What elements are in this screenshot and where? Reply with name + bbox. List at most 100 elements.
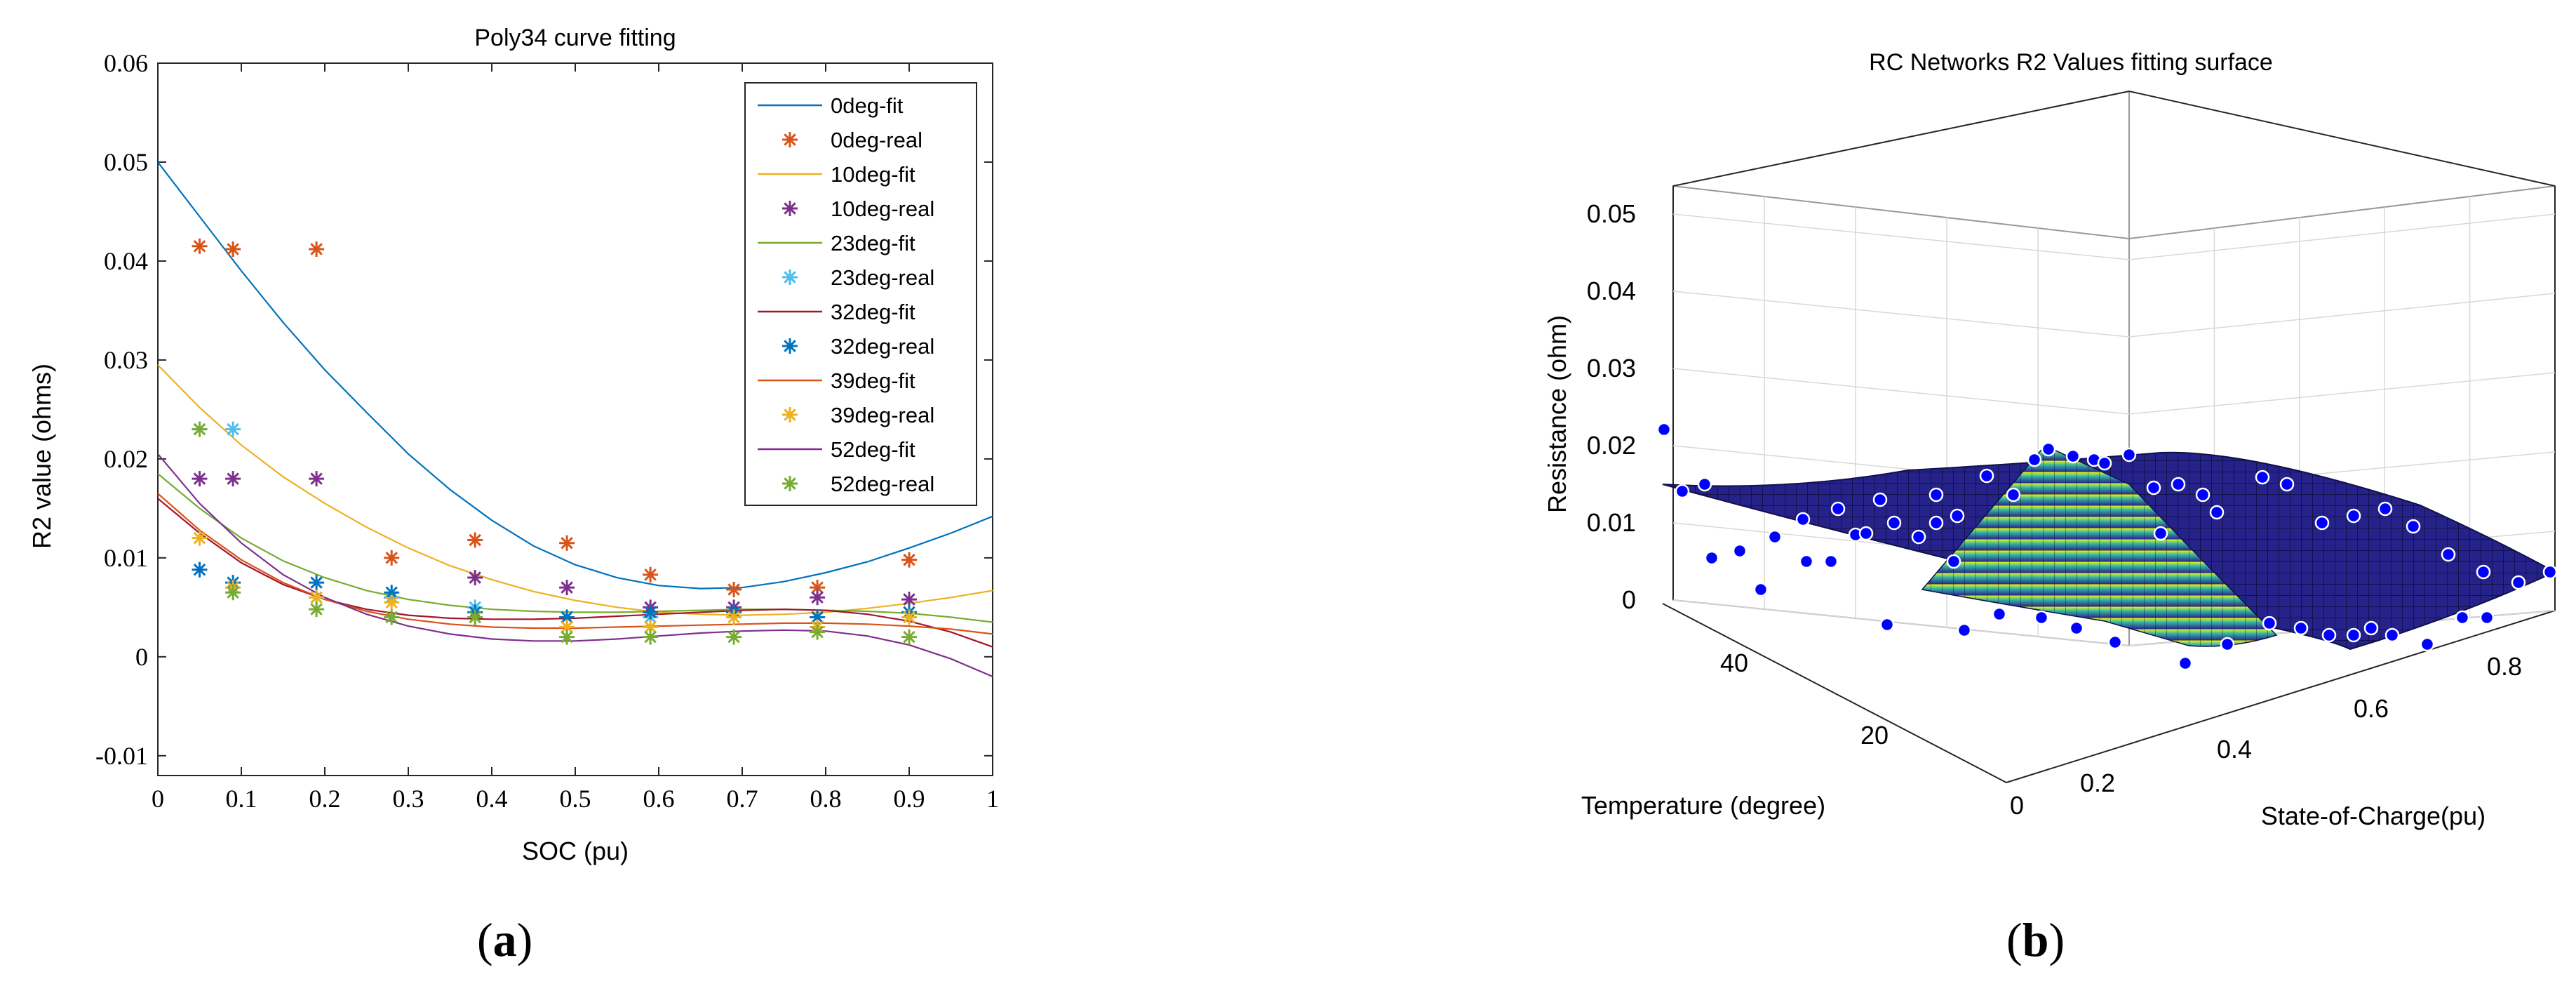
scatter-point bbox=[1957, 623, 1972, 638]
real-point-0deg-real bbox=[726, 581, 742, 597]
legend-entry-0deg-real: 0deg-real bbox=[831, 128, 923, 152]
box-edge bbox=[2128, 91, 2556, 187]
scatter-point bbox=[2406, 519, 2421, 534]
scatter-point bbox=[2220, 637, 2235, 652]
real-point-10deg-real bbox=[192, 471, 208, 487]
y-tick-label: 0.05 bbox=[104, 148, 148, 176]
scatter-point bbox=[1928, 515, 1944, 531]
z-grid bbox=[1672, 599, 2130, 646]
scatter-point bbox=[2178, 656, 2193, 671]
chart-b-scatter-points bbox=[1656, 422, 2558, 671]
real-point-10deg-real bbox=[559, 580, 575, 596]
chart-b-surface bbox=[1662, 445, 2557, 651]
scatter-point bbox=[2420, 637, 2435, 652]
z-grid bbox=[1672, 368, 2130, 415]
fit-line-23deg-fit bbox=[157, 473, 993, 623]
chart-b-axes-box bbox=[1662, 91, 2556, 783]
temp-tick-label: 0 bbox=[2010, 791, 2024, 820]
panel-label-a: (a) bbox=[477, 913, 533, 966]
scatter-point bbox=[2121, 447, 2137, 463]
real-point-52deg-real bbox=[901, 629, 917, 645]
scatter-point bbox=[2384, 627, 2400, 643]
scatter-point bbox=[2476, 564, 2491, 580]
real-point-10deg-real bbox=[467, 570, 483, 586]
scatter-point bbox=[2511, 575, 2526, 590]
scatter-point bbox=[1704, 550, 1719, 566]
scatter-point bbox=[1830, 501, 1846, 517]
scatter-point bbox=[2279, 477, 2295, 492]
temp-tick-label: 40 bbox=[1720, 648, 1748, 677]
fit-line-0deg-fit bbox=[157, 161, 993, 590]
chart-a-ylabel: R2 value (ohms) bbox=[27, 364, 56, 549]
scatter-point bbox=[1950, 508, 1965, 524]
x-tick-label: 0.2 bbox=[309, 785, 341, 813]
y-tick-label: 0.06 bbox=[104, 49, 148, 77]
real-point-52deg-real bbox=[726, 629, 742, 645]
chart-a-legend: 0deg-fit 0deg-real 10deg-fit 10deg-real 23de… bbox=[744, 82, 977, 506]
real-point-52deg-real bbox=[467, 609, 483, 625]
real-point-52deg-real bbox=[810, 624, 826, 640]
legend-entry-23deg-fit: 23deg-fit bbox=[831, 231, 915, 255]
scatter-point bbox=[1656, 422, 1672, 437]
scatter-point bbox=[1795, 512, 1811, 527]
legend-swatch-32deg-real bbox=[782, 338, 798, 354]
chart-a-real-points bbox=[192, 238, 917, 645]
scatter-point bbox=[1911, 529, 1926, 545]
z-grid bbox=[1672, 291, 2130, 338]
z-grid bbox=[2128, 293, 2556, 338]
scatter-point bbox=[1886, 515, 1902, 531]
real-point-23deg-real bbox=[225, 421, 241, 437]
fit-line-39deg-fit bbox=[157, 493, 993, 635]
real-point-52deg-real bbox=[384, 609, 400, 625]
real-point-0deg-real bbox=[901, 552, 917, 568]
legend-entry-52deg-fit: 52deg-fit bbox=[831, 437, 915, 462]
scatter-point bbox=[2262, 616, 2277, 631]
z-tick-label: 0.02 bbox=[1587, 431, 1636, 460]
scatter-point bbox=[2441, 547, 2456, 562]
real-point-32deg-real bbox=[643, 604, 659, 620]
legend-entry-0deg-fit: 0deg-fit bbox=[831, 93, 904, 118]
x-tick-label: 0.9 bbox=[894, 785, 925, 813]
x-tick-label: 0.4 bbox=[476, 785, 508, 813]
real-point-10deg-real bbox=[810, 590, 826, 606]
scatter-point bbox=[1946, 554, 1961, 569]
scatter-point bbox=[1858, 526, 1874, 541]
legend-entry-52deg-real: 52deg-real bbox=[831, 472, 934, 496]
y-tick-label: -0.01 bbox=[95, 742, 148, 770]
fit-line-52deg-fit bbox=[157, 453, 993, 678]
z-grid bbox=[2128, 213, 2556, 260]
scatter-point bbox=[1872, 492, 1888, 507]
real-point-52deg-real bbox=[559, 629, 575, 645]
real-point-32deg-real bbox=[192, 561, 208, 578]
scatter-point bbox=[1697, 477, 1712, 492]
y-tick-label: 0 bbox=[135, 643, 148, 671]
y-tick-label: 0.03 bbox=[104, 346, 148, 374]
scatter-point bbox=[2097, 455, 2112, 471]
z-tick-label: 0 bbox=[1622, 585, 1636, 614]
chart-b-ticks: 0 0.01 0.02 0.03 0.04 0.05 0 20 40 0.2 0.4 0.6 0.8 bbox=[1587, 199, 2522, 820]
fit-line-10deg-fit bbox=[157, 364, 993, 616]
real-point-39deg-real bbox=[559, 619, 575, 635]
scatter-point bbox=[2034, 610, 2049, 625]
legend-swatch-39deg-real bbox=[782, 407, 798, 423]
legend-entry-23deg-real: 23deg-real bbox=[831, 265, 934, 290]
scatter-point bbox=[2209, 505, 2225, 520]
scatter-point bbox=[1823, 554, 1839, 569]
legend-entry-39deg-real: 39deg-real bbox=[831, 403, 934, 427]
box-edge bbox=[1672, 91, 2130, 187]
z-grid bbox=[2128, 372, 2556, 415]
y-tick-label: 0.04 bbox=[104, 247, 148, 275]
x-tick-label: 0.1 bbox=[226, 785, 257, 813]
soc-tick-label: 0.6 bbox=[2354, 694, 2389, 723]
scatter-point bbox=[2069, 620, 2084, 636]
real-point-39deg-real bbox=[901, 609, 917, 625]
x-tick-label: 0.3 bbox=[393, 785, 424, 813]
scatter-point bbox=[2255, 470, 2270, 485]
z-tick-label: 0.04 bbox=[1587, 277, 1636, 305]
scatter-point bbox=[2146, 480, 2161, 495]
soc-tick-label: 0.2 bbox=[2080, 769, 2115, 797]
chart-a-xlabel: SOC (pu) bbox=[522, 837, 629, 865]
legend-swatch-52deg-real bbox=[782, 476, 798, 491]
real-point-52deg-real bbox=[309, 601, 325, 618]
